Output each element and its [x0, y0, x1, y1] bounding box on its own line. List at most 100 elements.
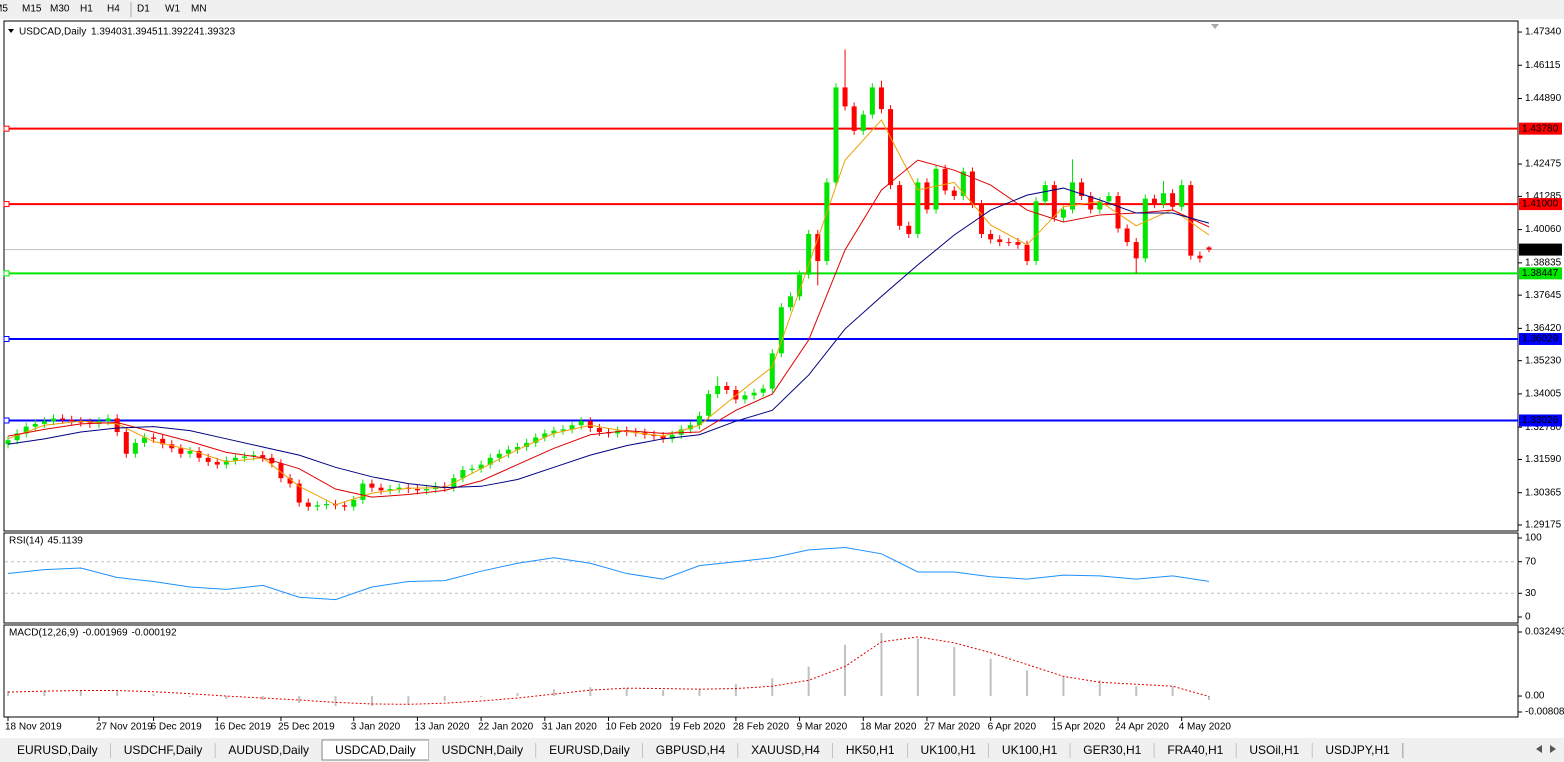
menu-arrow[interactable]: [8, 29, 14, 33]
rsi-title: RSI(14): [9, 536, 43, 547]
timeframe-button[interactable]: D1: [137, 4, 150, 15]
y-tick-label: 1.44890: [1525, 93, 1562, 104]
level-label: 1.33026: [1522, 415, 1559, 426]
candle-body: [114, 418, 120, 433]
candle-body: [806, 233, 812, 275]
candle-body: [1079, 182, 1085, 196]
signal-value: -0.000192: [132, 628, 177, 639]
x-tick-label: 10 Feb 2020: [606, 722, 663, 733]
y-tick-label: 1.40060: [1525, 224, 1562, 235]
candle-body: [442, 486, 448, 488]
tab[interactable]: [832, 740, 908, 760]
tab-label[interactable]: USDCAD,Daily: [335, 743, 416, 757]
timeframe-button[interactable]: H4: [107, 4, 120, 15]
tab-label[interactable]: HK50,H1: [846, 743, 895, 757]
candle-body: [69, 419, 75, 422]
tab[interactable]: [642, 740, 739, 760]
y-tick-label: 1.34005: [1525, 389, 1562, 400]
candle-body: [778, 307, 784, 354]
timeframe-button[interactable]: M5: [0, 4, 8, 15]
candle-body: [678, 429, 684, 435]
candle-body: [988, 233, 994, 240]
tab-label[interactable]: EURUSD,Daily: [17, 743, 98, 757]
timeframe-button[interactable]: W1: [165, 4, 180, 15]
candle-body: [596, 427, 602, 433]
candle-body: [860, 114, 866, 131]
tab[interactable]: [1070, 740, 1155, 760]
candle-body: [724, 385, 730, 390]
rsi-value: 45.1139: [47, 536, 83, 547]
tab-label[interactable]: GER30,H1: [1083, 743, 1141, 757]
tab-label[interactable]: FRA40,H1: [1167, 743, 1223, 757]
tab[interactable]: [738, 740, 833, 760]
tab-scroll-left[interactable]: [1536, 745, 1542, 753]
level-handle[interactable]: [3, 270, 10, 277]
level-handle[interactable]: [3, 335, 10, 342]
tab[interactable]: [536, 740, 643, 760]
candle-body: [1197, 255, 1203, 259]
candle-body: [5, 440, 11, 445]
tab[interactable]: [1236, 740, 1313, 760]
tab-label[interactable]: USDCNH,Daily: [442, 743, 523, 757]
tab[interactable]: [988, 740, 1071, 760]
tab-label[interactable]: AUDUSD,Daily: [228, 743, 309, 757]
tab-label[interactable]: USOil,H1: [1249, 743, 1299, 757]
y-tick-label: 30: [1525, 588, 1537, 599]
bid-label: 1.39323: [1522, 244, 1559, 255]
level-handle[interactable]: [3, 417, 10, 424]
candle-body: [578, 421, 584, 426]
y-tick-label: 100: [1525, 533, 1542, 544]
candle-body: [797, 274, 803, 297]
candle-body: [1161, 193, 1167, 205]
candle-body: [305, 502, 311, 507]
y-tick-label: 1.29175: [1525, 520, 1562, 531]
level-label-box: [1519, 122, 1562, 135]
tab-label[interactable]: UK100,H1: [1002, 743, 1058, 757]
tab[interactable]: [1154, 740, 1237, 760]
tab[interactable]: [907, 740, 989, 760]
candle-body: [906, 225, 912, 234]
x-tick-label: 24 Apr 2020: [1115, 722, 1169, 733]
tab-scroll-right[interactable]: [1550, 745, 1556, 753]
tab-label[interactable]: USDCHF,Daily: [124, 743, 203, 757]
candle-body: [41, 421, 47, 424]
candle-body: [851, 106, 857, 131]
ohlc-value: 1.39403: [91, 27, 128, 38]
ohlc-value: 1.39451: [127, 27, 164, 38]
candle-body: [1024, 244, 1030, 262]
candle-body: [824, 182, 830, 262]
tab-label[interactable]: XAUUSD,H4: [751, 743, 820, 757]
timeframe-button[interactable]: MN: [191, 4, 207, 15]
x-tick-label: 27 Mar 2020: [924, 722, 981, 733]
timeframe-button[interactable]: H1: [80, 4, 93, 15]
candle-body: [551, 430, 557, 434]
timeframe-button[interactable]: M15: [22, 4, 42, 15]
timeframe-button[interactable]: M30: [50, 4, 70, 15]
level-handle[interactable]: [3, 125, 10, 132]
x-tick-label: 22 Jan 2020: [478, 722, 533, 733]
candle-body: [815, 233, 821, 262]
level-label: 1.43780: [1522, 123, 1559, 134]
tab-label[interactable]: UK100,H1: [921, 743, 977, 757]
candle-body: [50, 418, 56, 422]
candle-body: [751, 392, 757, 396]
tab[interactable]: [110, 740, 216, 760]
tab-label[interactable]: USDJPY,H1: [1325, 743, 1390, 757]
y-tick-label: 0.00: [1525, 691, 1545, 702]
tab[interactable]: [428, 740, 537, 760]
x-tick-label: 16 Dec 2019: [214, 722, 271, 733]
tab[interactable]: [4, 740, 111, 760]
candle-body: [351, 499, 357, 507]
tab[interactable]: [215, 740, 323, 760]
macd-value: -0.001969: [82, 628, 127, 639]
level-handle[interactable]: [3, 201, 10, 208]
level-label-box: [1519, 198, 1562, 211]
tab[interactable]: [1312, 740, 1403, 760]
tab-label[interactable]: EURUSD,Daily: [549, 743, 630, 757]
x-tick-label: 25 Dec 2019: [278, 722, 335, 733]
tab-label[interactable]: GBPUSD,H4: [656, 743, 726, 757]
y-tick-label: 1.38835: [1525, 257, 1562, 268]
symbol-label: USDCAD,Daily: [19, 27, 86, 38]
shift-marker[interactable]: [1211, 24, 1219, 29]
candle-body: [533, 437, 539, 443]
